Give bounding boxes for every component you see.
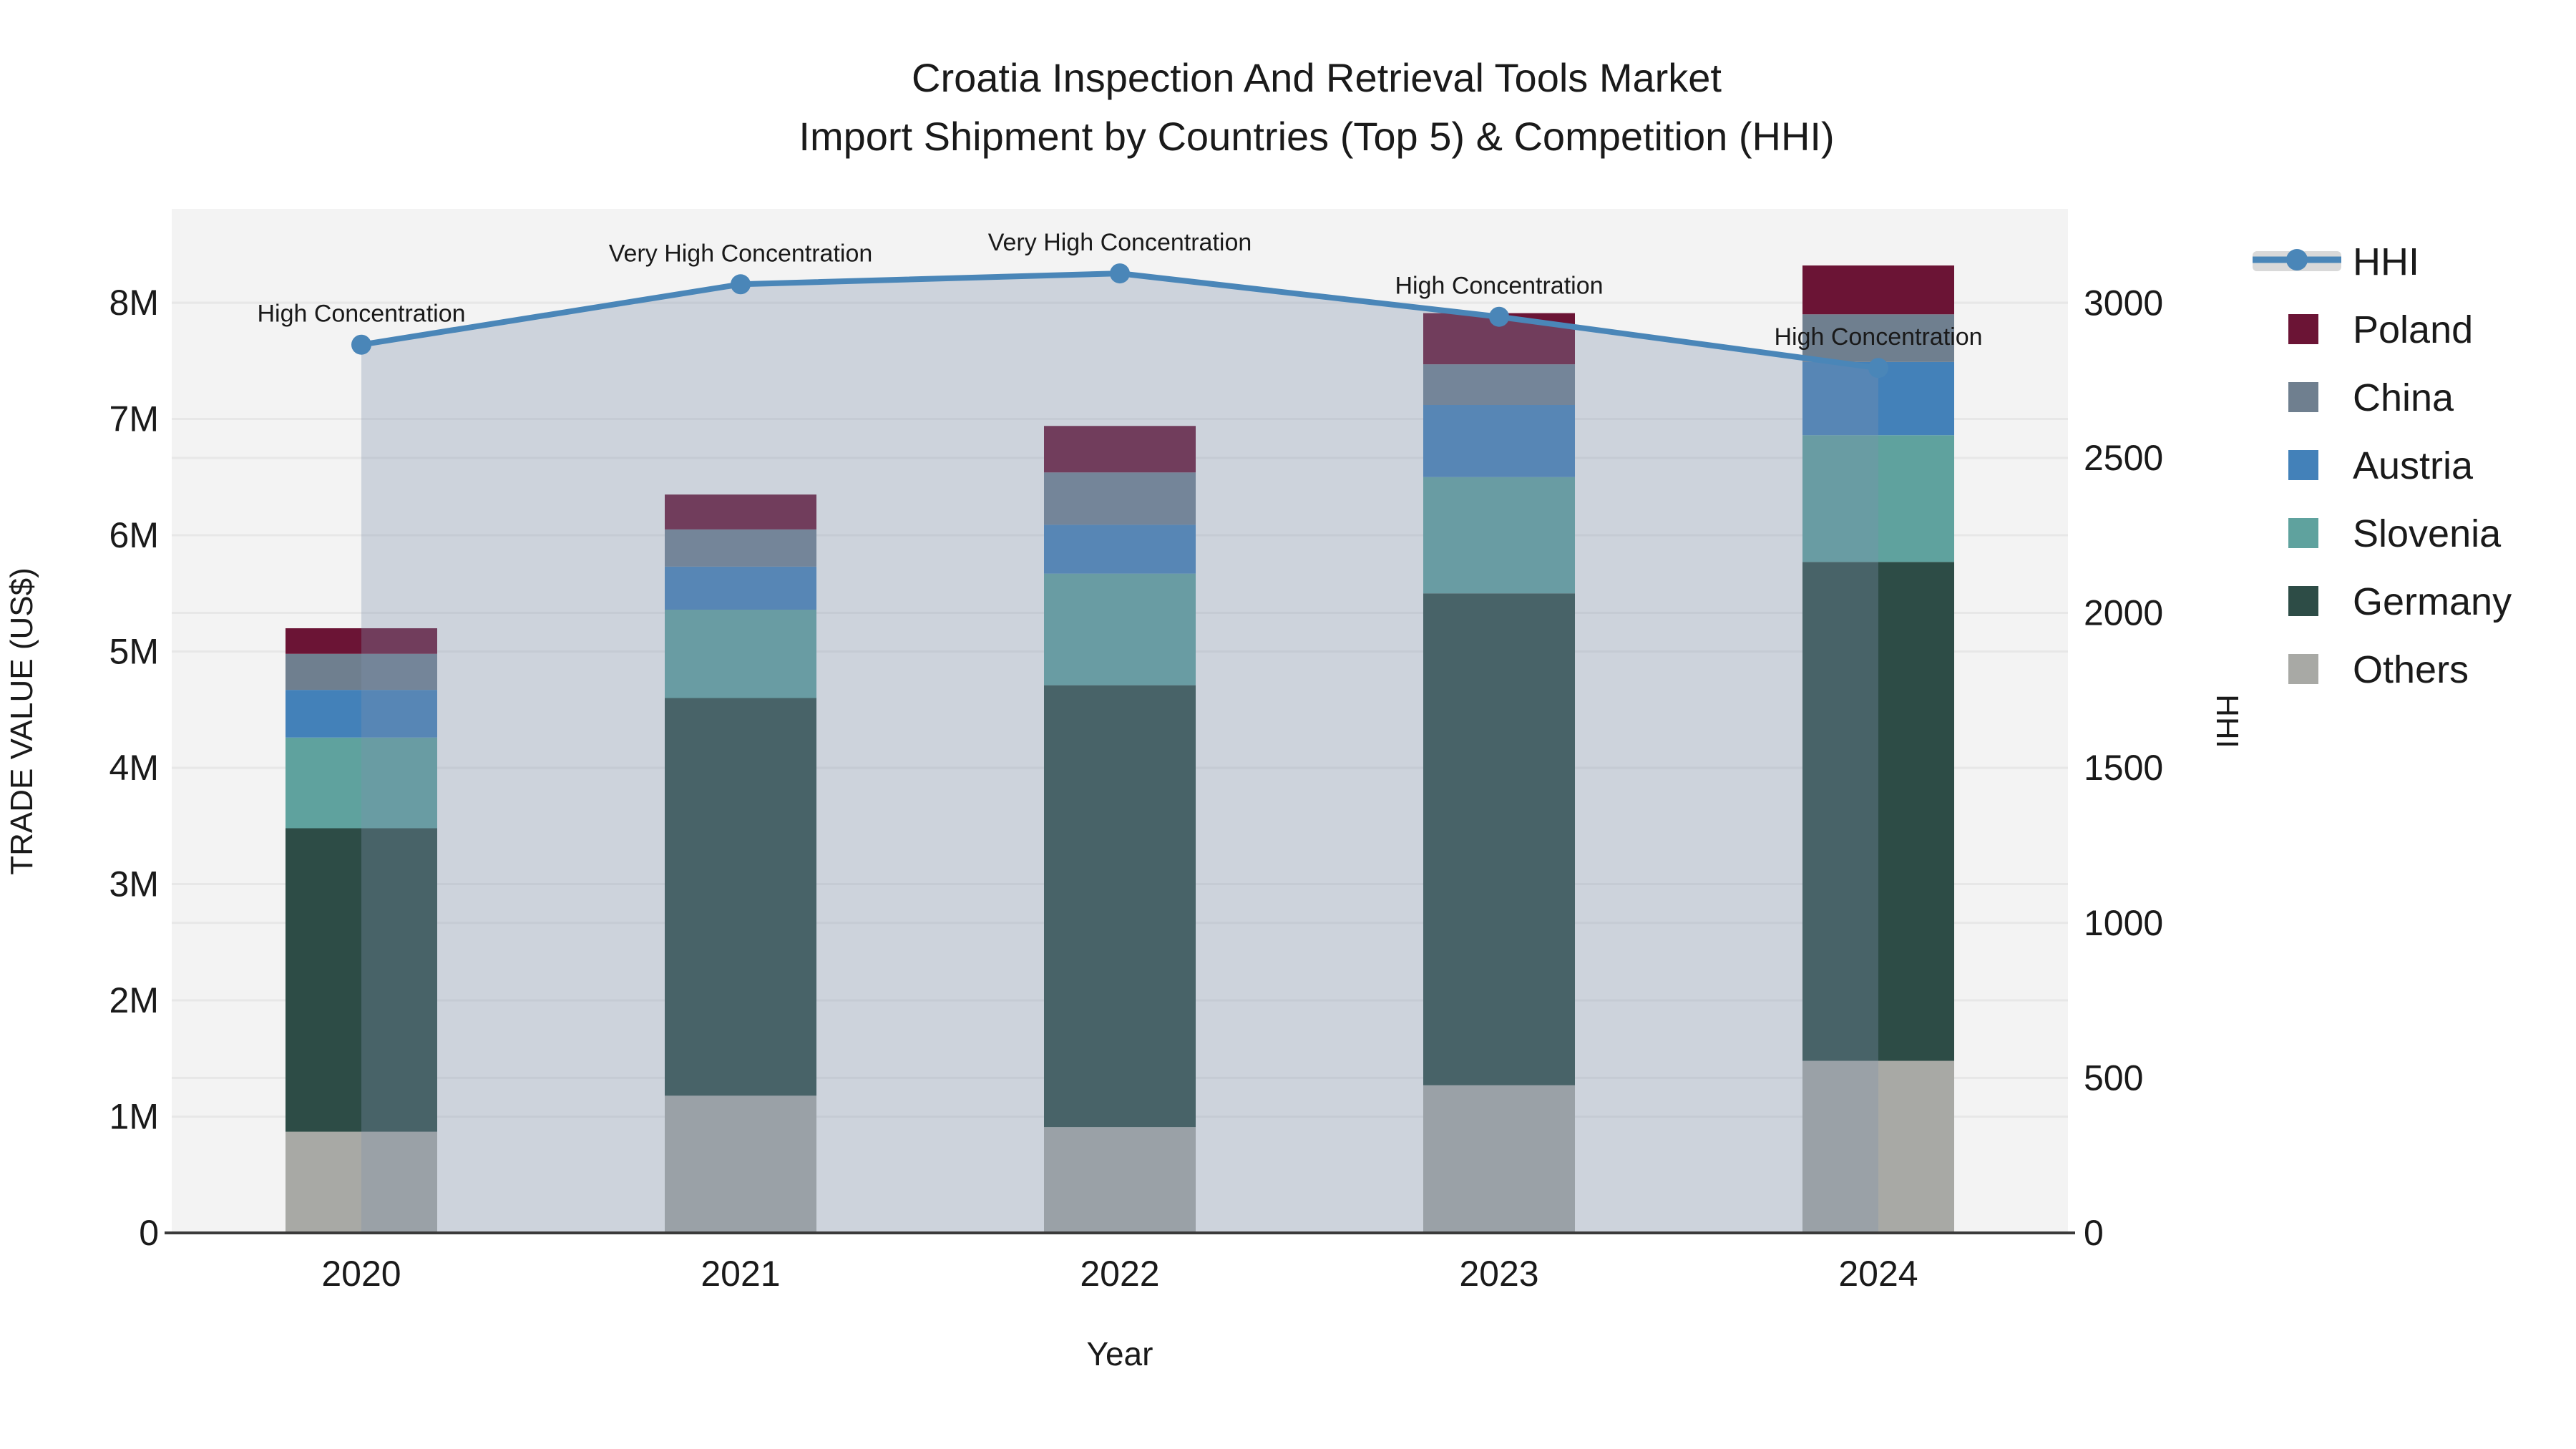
y-axis-right-title: HHI bbox=[2210, 694, 2245, 748]
hhi-annotation-2024: High Concentration bbox=[1774, 323, 1982, 351]
bar-segment-poland-2021 bbox=[665, 494, 816, 530]
y-right-tick: 500 bbox=[2084, 1058, 2143, 1098]
y-axis-left-tick-labels: 0 1M 2M 3M 4M 5M 6M 7M 8M bbox=[109, 283, 159, 1253]
bar-segment-slovenia-2022 bbox=[1044, 573, 1196, 686]
bar-segment-germany-2021 bbox=[665, 698, 816, 1096]
hhi-point-2023 bbox=[1489, 306, 1509, 327]
legend-swatch-china bbox=[2288, 382, 2318, 412]
y-left-tick: 3M bbox=[109, 864, 159, 904]
x-tick-2020: 2020 bbox=[321, 1254, 401, 1294]
y-left-tick: 6M bbox=[109, 515, 159, 555]
hhi-annotation-2022: Very High Concentration bbox=[988, 229, 1252, 256]
y-left-tick: 1M bbox=[109, 1097, 159, 1137]
y-axis-left-title: TRADE VALUE (US$) bbox=[4, 567, 39, 875]
y-right-tick: 2000 bbox=[2084, 593, 2163, 633]
stacked-bars bbox=[286, 265, 1954, 1233]
y-left-tick: 7M bbox=[109, 399, 159, 439]
legend-label-austria: Austria bbox=[2353, 444, 2474, 487]
y-left-tick: 5M bbox=[109, 632, 159, 672]
legend-item-others: Others bbox=[2288, 648, 2469, 691]
bar-segment-china-2024 bbox=[1802, 314, 1954, 362]
y-right-tick: 3000 bbox=[2084, 283, 2163, 323]
legend-label-slovenia: Slovenia bbox=[2353, 512, 2502, 555]
legend-item-germany: Germany bbox=[2288, 580, 2512, 623]
bar-segment-slovenia-2021 bbox=[665, 610, 816, 698]
bar-segment-germany-2023 bbox=[1423, 593, 1575, 1085]
y-left-tick: 4M bbox=[109, 748, 159, 788]
y-left-tick: 2M bbox=[109, 980, 159, 1020]
bar-segment-others-2021 bbox=[665, 1096, 816, 1233]
bar-segment-china-2023 bbox=[1423, 364, 1575, 405]
hhi-annotation-2021: Very High Concentration bbox=[609, 240, 873, 267]
bar-segment-poland-2020 bbox=[286, 628, 437, 654]
y-left-tick: 0 bbox=[139, 1213, 159, 1253]
x-axis-title: Year bbox=[1087, 1335, 1153, 1372]
hhi-legend-marker bbox=[2286, 249, 2308, 270]
legend-swatch-slovenia bbox=[2288, 518, 2318, 548]
bar-segment-austria-2022 bbox=[1044, 525, 1196, 574]
legend-item-hhi: HHI bbox=[2253, 240, 2419, 283]
bar-segment-poland-2024 bbox=[1802, 265, 1954, 315]
bar-segment-germany-2020 bbox=[286, 828, 437, 1132]
hhi-point-2024 bbox=[1868, 358, 1888, 379]
hhi-markers bbox=[351, 263, 1888, 379]
bar-segment-china-2020 bbox=[286, 653, 437, 691]
bar-segment-china-2022 bbox=[1044, 472, 1196, 525]
legend-item-austria: Austria bbox=[2288, 444, 2474, 487]
y-right-tick: 1500 bbox=[2084, 748, 2163, 788]
x-axis-tick-labels: 2020 2021 2022 2023 2024 bbox=[321, 1254, 1918, 1294]
legend-item-poland: Poland bbox=[2288, 308, 2473, 351]
legend-item-slovenia: Slovenia bbox=[2288, 512, 2502, 555]
y-axis-right-tick-labels: 0 500 1000 1500 2000 2500 3000 bbox=[2084, 283, 2163, 1253]
bar-segment-austria-2021 bbox=[665, 566, 816, 610]
bar-segment-germany-2024 bbox=[1802, 562, 1954, 1061]
legend-item-china: China bbox=[2288, 376, 2454, 419]
bar-segment-austria-2020 bbox=[286, 690, 437, 738]
chart-title-line2: Import Shipment by Countries (Top 5) & C… bbox=[799, 114, 1834, 159]
bar-segment-others-2020 bbox=[286, 1131, 437, 1233]
y-right-tick: 2500 bbox=[2084, 438, 2163, 478]
legend-swatch-others bbox=[2288, 654, 2318, 684]
y-right-tick: 0 bbox=[2084, 1213, 2104, 1253]
bar-segment-slovenia-2020 bbox=[286, 737, 437, 829]
legend-label-china: China bbox=[2353, 376, 2454, 419]
legend-label-germany: Germany bbox=[2353, 580, 2512, 623]
legend: HHI Poland China Austria Slovenia Germany Othe… bbox=[2253, 240, 2512, 691]
x-tick-2022: 2022 bbox=[1080, 1254, 1159, 1294]
hhi-area-fill bbox=[361, 273, 1878, 1233]
legend-swatch-poland bbox=[2288, 314, 2318, 344]
hhi-point-2021 bbox=[731, 274, 751, 295]
chart-title-line1: Croatia Inspection And Retrieval Tools M… bbox=[912, 55, 1722, 100]
bar-segment-poland-2022 bbox=[1044, 426, 1196, 473]
x-tick-2023: 2023 bbox=[1459, 1254, 1538, 1294]
x-tick-2021: 2021 bbox=[701, 1254, 780, 1294]
bar-segment-china-2021 bbox=[665, 529, 816, 567]
bar-segment-slovenia-2023 bbox=[1423, 477, 1575, 594]
bar-segment-austria-2023 bbox=[1423, 405, 1575, 477]
y-left-tick: 8M bbox=[109, 283, 159, 323]
hhi-annotation-2023: High Concentration bbox=[1395, 273, 1603, 300]
bar-segment-others-2023 bbox=[1423, 1085, 1575, 1233]
legend-label-others: Others bbox=[2353, 648, 2469, 691]
legend-label-poland: Poland bbox=[2353, 308, 2473, 351]
hhi-point-2020 bbox=[351, 334, 371, 355]
legend-label-hhi: HHI bbox=[2353, 240, 2419, 283]
legend-swatch-austria bbox=[2288, 450, 2318, 480]
bar-segment-others-2024 bbox=[1802, 1060, 1954, 1233]
bar-segment-others-2022 bbox=[1044, 1127, 1196, 1233]
bar-segment-germany-2022 bbox=[1044, 685, 1196, 1128]
y-right-tick: 1000 bbox=[2084, 903, 2163, 943]
bar-segment-slovenia-2024 bbox=[1802, 435, 1954, 562]
hhi-annotation-2020: High Concentration bbox=[257, 301, 465, 328]
hhi-annotations: High Concentration Very High Concentratio… bbox=[257, 229, 1982, 351]
hhi-point-2022 bbox=[1110, 263, 1130, 284]
legend-swatch-germany bbox=[2288, 586, 2318, 616]
x-tick-2024: 2024 bbox=[1838, 1254, 1918, 1294]
